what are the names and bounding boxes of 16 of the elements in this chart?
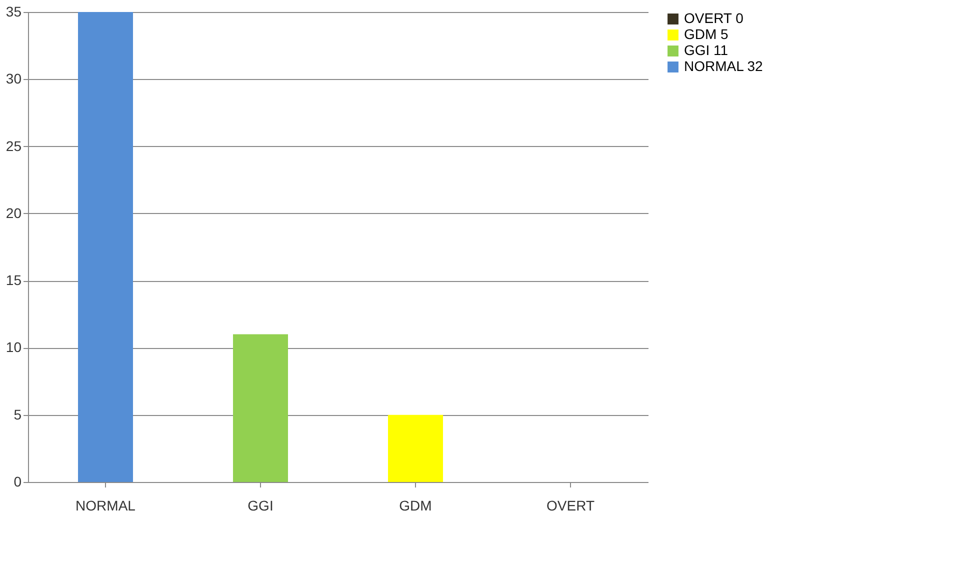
x-tick-label: GDM xyxy=(399,498,432,514)
y-tick-label: 25 xyxy=(6,138,22,154)
x-tick-label: OVERT xyxy=(546,498,595,514)
y-tick-label: 15 xyxy=(6,272,22,288)
y-tick-label: 5 xyxy=(14,406,22,422)
legend-label: GGI 11 xyxy=(684,42,728,58)
x-tick-label: GGI xyxy=(248,498,274,514)
legend-label: NORMAL 32 xyxy=(684,58,764,74)
y-tick-label: 30 xyxy=(6,70,22,87)
y-tick-label: 20 xyxy=(6,204,22,221)
legend-label: OVERT 0 xyxy=(684,10,744,26)
legend-label: GDM 5 xyxy=(684,26,729,42)
y-tick-label: 10 xyxy=(6,339,22,356)
y-tick-label: 35 xyxy=(6,4,22,20)
x-tick-label: NORMAL xyxy=(76,498,136,514)
y-tick-label: 0 xyxy=(14,474,22,490)
